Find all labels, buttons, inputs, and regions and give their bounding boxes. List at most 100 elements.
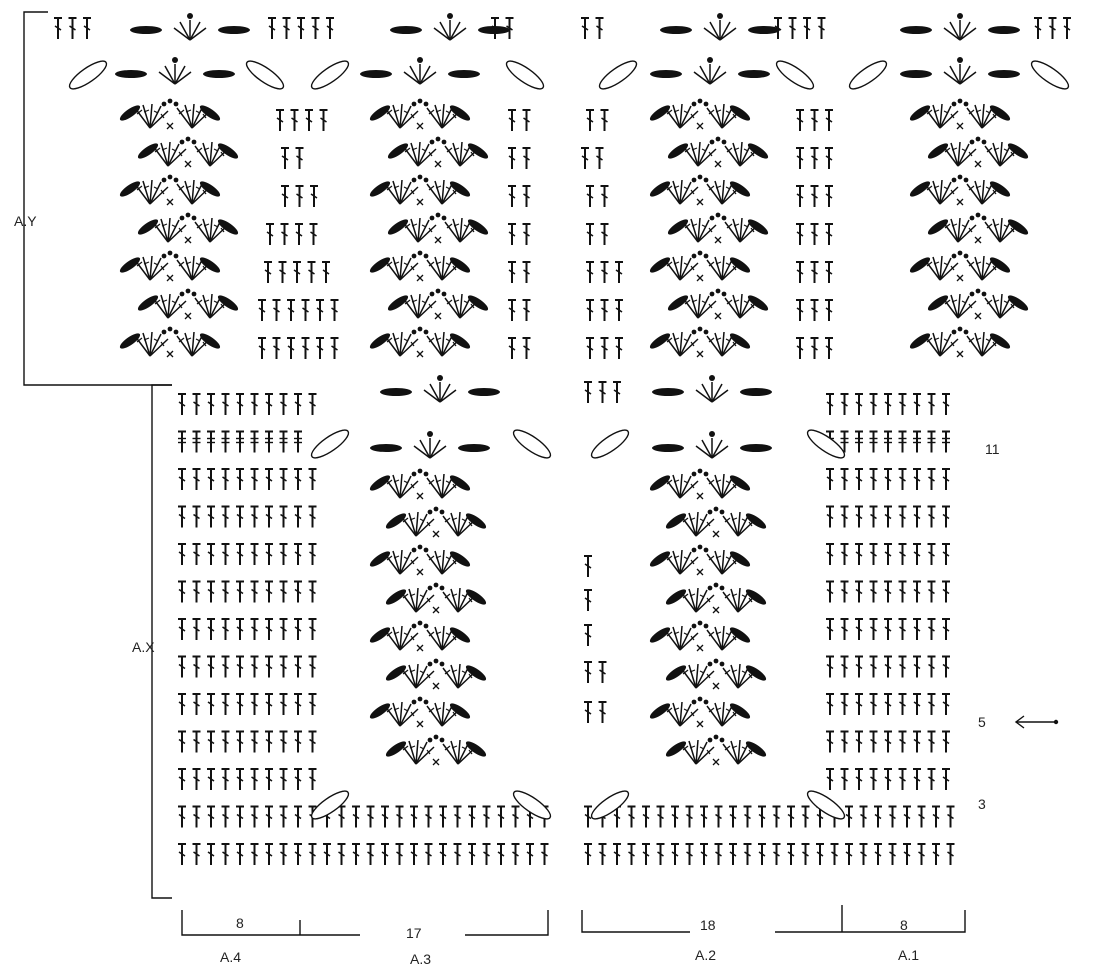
open-loop-stitch	[598, 60, 638, 90]
treble-stitch	[825, 542, 835, 566]
open-loop-stitch	[310, 790, 350, 820]
treble-stitch	[655, 842, 666, 866]
shell-motif	[651, 430, 773, 459]
fan-motif	[648, 621, 752, 651]
treble-stitch	[235, 542, 245, 566]
treble-stitch	[839, 692, 850, 716]
treble-stitch	[941, 617, 951, 641]
treble-stitch	[825, 504, 835, 529]
treble-stitch	[786, 804, 796, 829]
treble-stitch	[945, 842, 956, 866]
fan-motif	[384, 583, 488, 613]
treble-stitch	[220, 429, 231, 454]
shell-motif	[899, 12, 1021, 41]
treble-stitch	[191, 692, 202, 716]
section-brackets	[23, 11, 966, 936]
treble-stitch	[177, 842, 187, 866]
open-loop-stitch	[310, 60, 350, 90]
treble-stitch	[868, 692, 879, 716]
treble-stitch	[614, 336, 624, 360]
treble-stitch	[1033, 16, 1043, 40]
treble-stitch	[839, 654, 850, 679]
treble-stitch	[839, 729, 850, 754]
treble-stitch	[868, 392, 879, 416]
treble-stitch	[941, 467, 951, 491]
treble-stitch	[293, 504, 303, 529]
treble-stitch	[809, 336, 820, 360]
treble-stitch	[365, 842, 376, 866]
treble-stitch	[206, 617, 216, 641]
treble-stitch	[191, 392, 202, 416]
treble-stitch	[873, 804, 883, 829]
section-x-label: A.X	[132, 639, 155, 655]
treble-stitch	[912, 504, 922, 529]
treble-stitch	[510, 804, 521, 829]
treble-stitch	[883, 504, 893, 529]
treble-stitch	[926, 467, 937, 491]
treble-stitch	[809, 260, 820, 284]
treble-stitch	[351, 804, 361, 829]
fan-motif	[908, 327, 1012, 357]
treble-stitch	[897, 729, 908, 754]
treble-stitch	[868, 542, 879, 566]
treble-stitch	[868, 654, 879, 679]
treble-stitch	[597, 380, 608, 404]
treble-stitch	[868, 729, 879, 754]
treble-stitch	[854, 654, 864, 679]
fan-motif	[368, 621, 472, 651]
treble-stitch	[728, 842, 738, 866]
treble-stitch	[249, 579, 260, 604]
treble-stitch	[423, 804, 434, 829]
treble-stitch	[941, 429, 951, 454]
treble-stitch	[351, 842, 361, 866]
treble-stitch	[278, 767, 289, 791]
treble-stitch	[394, 804, 405, 829]
treble-stitch	[206, 542, 216, 566]
treble-stitch	[583, 554, 593, 578]
treble-stitch	[868, 429, 879, 454]
fan-motif	[384, 507, 488, 537]
treble-stitch	[267, 16, 277, 40]
treble-stitch	[380, 804, 390, 829]
treble-stitch	[177, 504, 187, 529]
treble-stitch	[931, 842, 941, 866]
treble-stitch	[307, 729, 318, 754]
treble-stitch	[53, 16, 63, 40]
treble-stitch	[887, 842, 898, 866]
treble-stitch	[641, 804, 651, 829]
treble-stitch	[286, 298, 296, 322]
treble-stitch	[521, 108, 532, 132]
treble-stitch	[277, 260, 288, 284]
treble-stitch	[177, 692, 187, 716]
treble-stitch	[626, 842, 637, 866]
treble-stitch	[308, 222, 319, 246]
treble-stitch	[912, 542, 922, 566]
fan-motif	[386, 289, 490, 319]
treble-stitch	[329, 336, 340, 360]
row-11-label: 11	[985, 441, 1000, 457]
treble-stitch	[235, 617, 245, 641]
treble-stitch	[177, 729, 187, 754]
treble-stitch	[854, 579, 864, 604]
treble-stitch	[816, 16, 827, 40]
treble-stitch	[249, 654, 260, 679]
treble-stitch	[612, 380, 622, 404]
treble-stitch	[481, 804, 492, 829]
treble-stitch	[583, 380, 593, 404]
treble-stitch	[306, 260, 317, 284]
shell-motif	[651, 374, 773, 403]
fan-motif	[666, 137, 770, 167]
treble-stitch	[742, 842, 753, 866]
treble-stitch	[304, 108, 314, 132]
fan-motif	[118, 175, 222, 205]
treble-stitch	[307, 692, 318, 716]
fan-motif	[118, 99, 222, 129]
treble-stitch	[941, 542, 951, 566]
treble-stitch	[220, 617, 231, 641]
treble-stitch	[728, 804, 738, 829]
treble-stitch	[795, 298, 805, 322]
fan-motif	[384, 659, 488, 689]
treble-stitch	[409, 842, 419, 866]
treble-stitch	[825, 654, 835, 679]
fan-motif	[648, 99, 752, 129]
